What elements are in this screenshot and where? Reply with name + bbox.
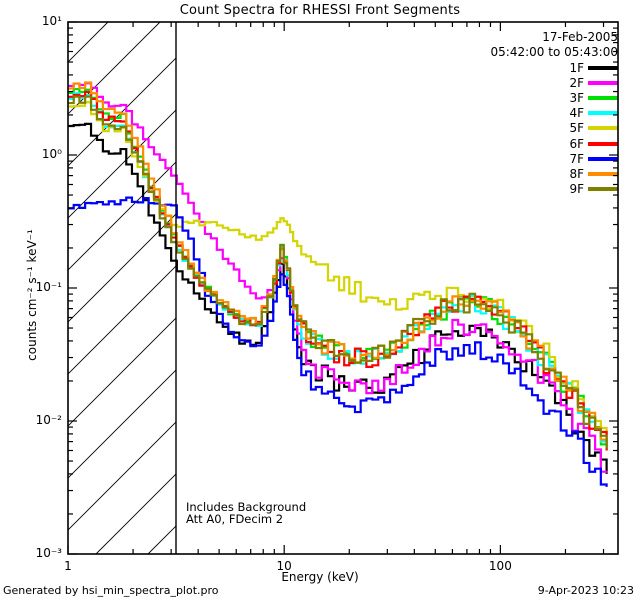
legend-item-6f: 6F (558, 136, 618, 151)
legend: 1F 2F 3F 4F 5F 6F 7F 8F 9F (558, 60, 618, 197)
y-tick-label: 10⁻² (35, 413, 62, 427)
legend-label: 7F (569, 151, 584, 166)
legend-label: 2F (569, 75, 584, 90)
legend-color-swatch (588, 126, 618, 131)
legend-label: 8F (569, 166, 584, 181)
y-axis-label: counts cm⁻² s⁻¹ keV⁻¹ (25, 229, 39, 361)
legend-color-swatch (588, 65, 618, 70)
legend-color-swatch (588, 187, 618, 192)
legend-item-7f: 7F (558, 151, 618, 166)
curve-2f (68, 82, 608, 473)
y-tick-label: 10⁻³ (35, 546, 62, 560)
legend-item-5f: 5F (558, 121, 618, 136)
legend-color-swatch (588, 171, 618, 176)
footer-timestamp: 9-Apr-2023 10:23 (537, 584, 634, 597)
plot-frame (67, 21, 619, 555)
legend-item-4f: 4F (558, 106, 618, 121)
legend-item-1f: 1F (558, 60, 618, 75)
legend-label: 1F (569, 60, 584, 75)
axis-ticks (67, 21, 618, 555)
legend-color-swatch (588, 111, 618, 116)
y-tick-label: 10¹ (41, 14, 62, 28)
x-tick-label: 1 (64, 559, 72, 573)
x-axis-label: Energy (keV) (281, 570, 359, 584)
y-tick-label: 10⁻¹ (35, 280, 62, 294)
observation-time-range: 05:42:00 to 05:43:00 (490, 45, 618, 59)
legend-label: 3F (569, 90, 584, 105)
legend-item-2f: 2F (558, 75, 618, 90)
annotation-attenuator-state: Att A0, FDecim 2 (186, 512, 284, 526)
legend-color-swatch (588, 156, 618, 161)
legend-label: 6F (569, 136, 584, 151)
x-tick-label: 10 (276, 559, 292, 573)
legend-label: 9F (569, 182, 584, 197)
observation-date: 17-Feb-2005 (542, 30, 618, 44)
legend-label: 5F (569, 121, 584, 136)
legend-color-swatch (588, 80, 618, 85)
legend-label: 4F (569, 106, 584, 121)
x-tick-label: 100 (488, 559, 512, 573)
annotation-includes-background: Includes Background (186, 500, 307, 514)
footer-generator: Generated by hsi_min_spectra_plot.pro (3, 584, 219, 597)
legend-item-9f: 9F (558, 182, 618, 197)
legend-color-swatch (588, 141, 618, 146)
page-title: Count Spectra for RHESSI Front Segments (179, 3, 461, 18)
curve-9f (68, 95, 608, 449)
spectra-curves (68, 81, 608, 487)
y-tick-label: 10⁰ (41, 147, 62, 161)
legend-item-8f: 8F (558, 166, 618, 181)
legend-item-3f: 3F (558, 90, 618, 105)
legend-color-swatch (588, 95, 618, 100)
